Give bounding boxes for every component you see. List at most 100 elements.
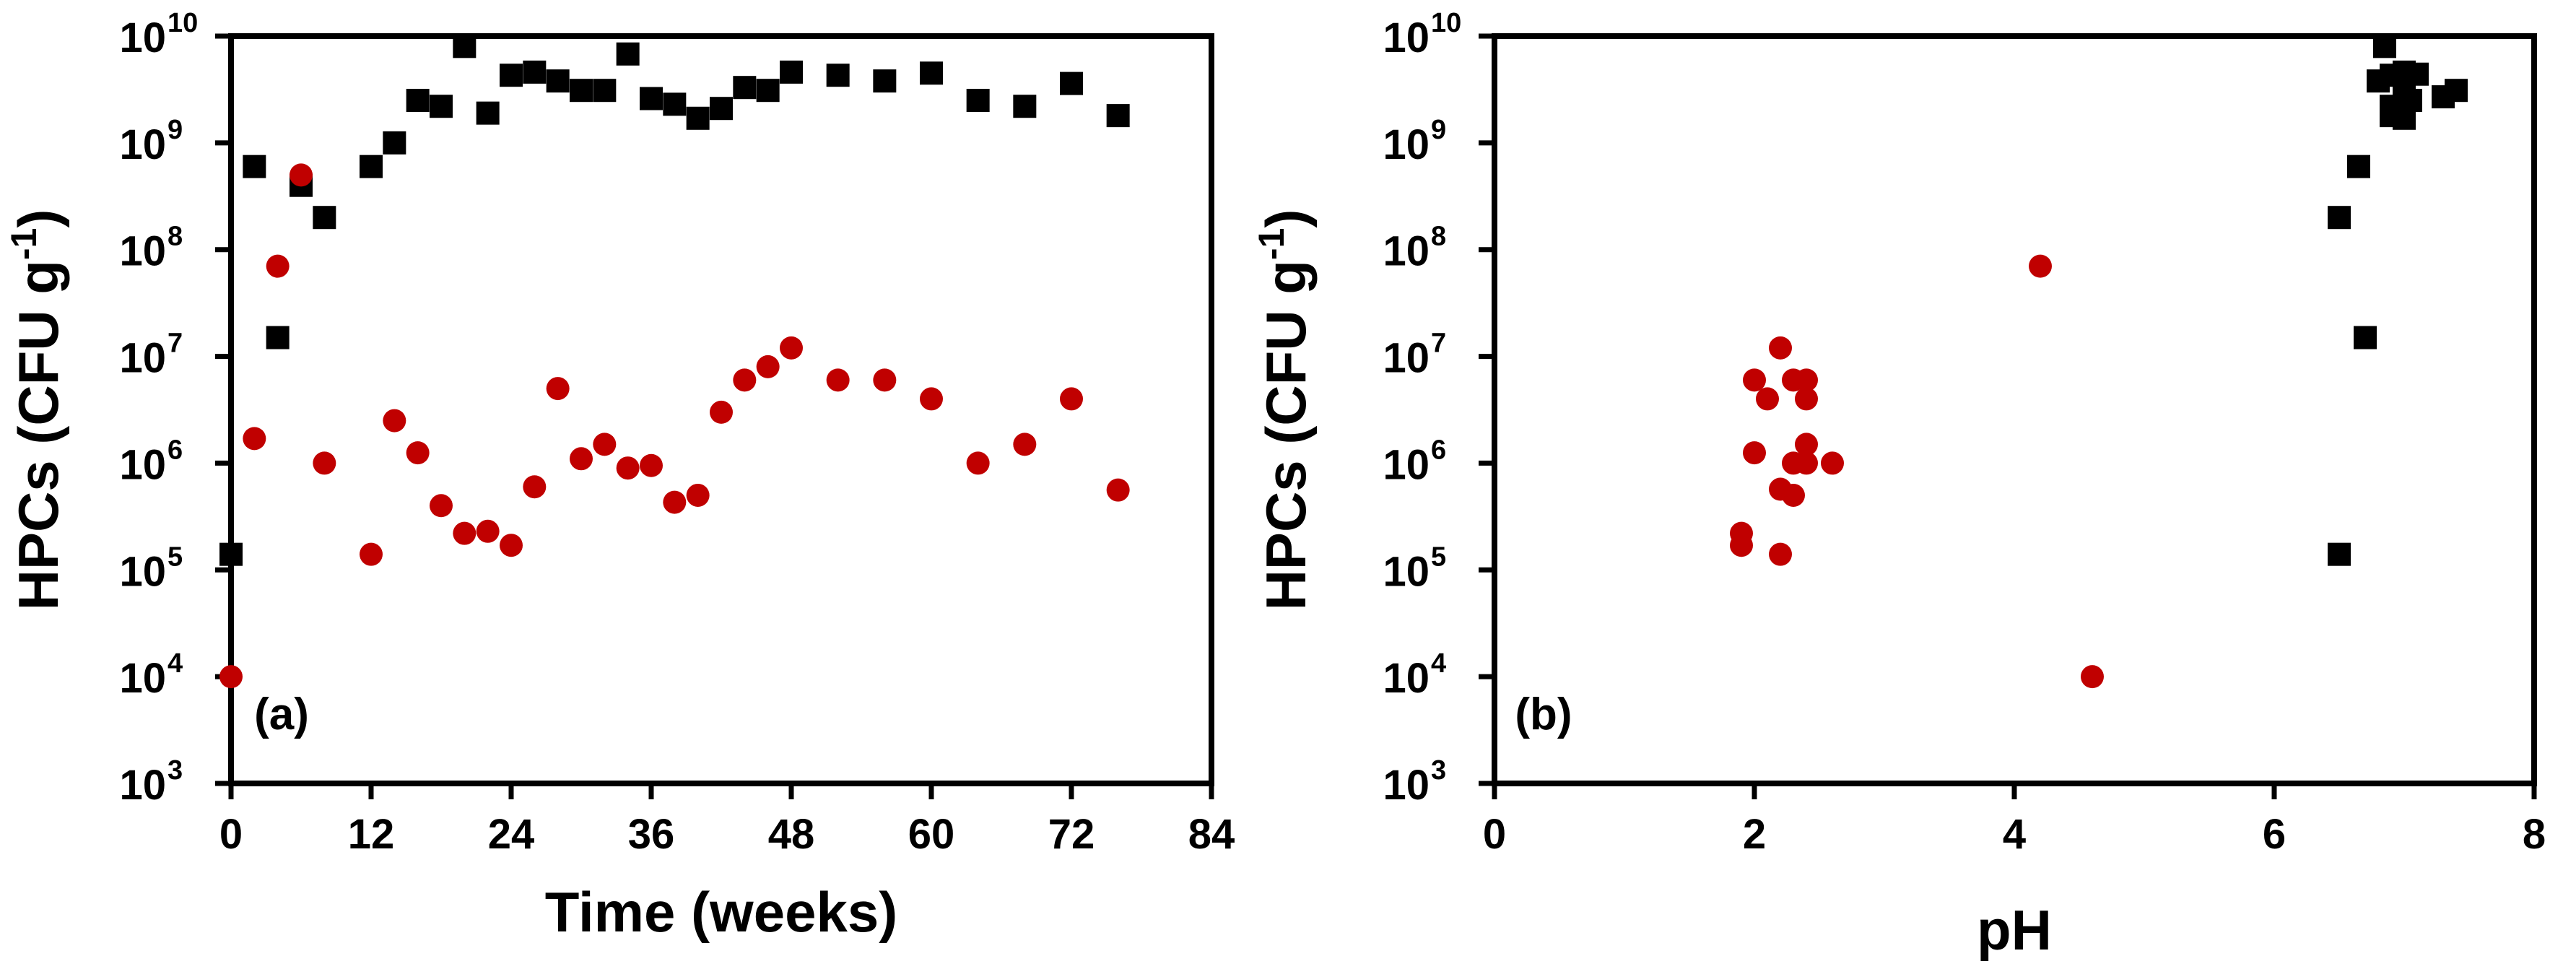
y-tick-base: 10 xyxy=(1383,14,1430,61)
data-point-square xyxy=(2328,542,2351,566)
data-point-square xyxy=(430,95,453,118)
data-point-square xyxy=(2328,206,2351,230)
data-point-circle xyxy=(780,336,803,360)
data-point-circle xyxy=(1060,387,1083,411)
data-point-square xyxy=(383,131,406,155)
data-point-circle xyxy=(1743,441,1766,465)
y-axis-label-main: HPCs (CFU g xyxy=(6,260,70,610)
y-tick-base: 10 xyxy=(119,14,166,61)
y-tick-label: 10 xyxy=(1383,121,1430,168)
square-series xyxy=(219,35,1130,566)
y-tick-base: 10 xyxy=(119,121,166,168)
data-point-circle xyxy=(243,427,266,451)
y-tick-exponent: 8 xyxy=(167,222,183,252)
data-point-circle xyxy=(476,519,500,543)
y-tick-exponent: 5 xyxy=(1431,542,1446,572)
y-tick-label: 10 xyxy=(1383,762,1430,809)
x-tick-label: 24 xyxy=(488,811,535,858)
data-point-circle xyxy=(360,542,383,566)
panel-label: (a) xyxy=(254,690,309,739)
data-point-square xyxy=(920,61,943,85)
y-tick-exponent: 9 xyxy=(167,115,183,145)
x-tick-label: 2 xyxy=(1743,811,1766,858)
x-tick-label: 12 xyxy=(348,811,395,858)
data-point-square xyxy=(406,89,430,113)
y-tick-label: 10 xyxy=(119,228,166,275)
y-tick-exponent: 3 xyxy=(1431,755,1446,786)
x-tick-label: 84 xyxy=(1188,811,1235,858)
y-tick-label: 10 xyxy=(1383,14,1430,61)
y-tick-base: 10 xyxy=(1383,655,1430,702)
data-point-circle xyxy=(1769,336,1792,360)
data-point-circle xyxy=(1106,478,1130,502)
y-tick-base: 10 xyxy=(1383,762,1430,809)
data-point-square xyxy=(2380,95,2403,118)
data-point-square xyxy=(756,79,780,103)
y-tick-base: 10 xyxy=(119,228,166,275)
data-point-square xyxy=(733,76,757,100)
y-tick-base: 10 xyxy=(119,655,166,702)
x-tick-label: 0 xyxy=(219,811,243,858)
data-point-circle xyxy=(826,368,850,392)
data-point-square xyxy=(1060,71,1083,95)
data-point-square xyxy=(616,42,640,66)
y-tick-base: 10 xyxy=(1383,228,1430,275)
data-point-circle xyxy=(1743,368,1766,392)
data-point-circle xyxy=(686,483,710,507)
data-point-square xyxy=(500,64,523,87)
y-tick-base: 10 xyxy=(1383,548,1430,595)
y-tick-label: 10 xyxy=(1383,655,1430,702)
data-point-square xyxy=(453,35,477,58)
data-point-circle xyxy=(290,163,313,187)
y-tick-base: 10 xyxy=(1383,441,1430,488)
y-tick-label: 10 xyxy=(1383,335,1430,382)
y-tick-exponent: 4 xyxy=(1431,648,1446,679)
data-point-square xyxy=(2347,155,2370,178)
y-tick-exponent: 9 xyxy=(1431,115,1446,145)
x-axis-label: Time (weeks) xyxy=(545,880,897,944)
data-point-circle xyxy=(616,456,640,480)
data-point-circle xyxy=(1013,433,1037,456)
data-point-square xyxy=(1013,95,1037,118)
x-tick-label: 0 xyxy=(1483,811,1506,858)
y-axis-label-main: HPCs (CFU g xyxy=(1254,260,1318,610)
y-tick-exponent: 10 xyxy=(167,8,198,38)
y-tick-base: 10 xyxy=(119,548,166,595)
x-tick-label: 4 xyxy=(2003,811,2026,858)
data-point-square xyxy=(219,542,243,566)
y-tick-exponent: 6 xyxy=(167,435,183,465)
x-tick-label: 36 xyxy=(628,811,675,858)
data-point-square xyxy=(360,155,383,178)
circle-series xyxy=(1730,254,2104,689)
y-tick-label: 10 xyxy=(119,121,166,168)
y-tick-base: 10 xyxy=(1383,335,1430,382)
data-point-square xyxy=(710,97,733,121)
y-tick-base: 10 xyxy=(1383,121,1430,168)
plot-frame xyxy=(1492,33,2537,786)
data-point-circle xyxy=(523,475,547,499)
data-point-circle xyxy=(966,451,990,475)
data-point-circle xyxy=(500,534,523,557)
circle-series xyxy=(219,163,1130,689)
data-point-circle xyxy=(920,387,943,411)
y-tick-exponent: 7 xyxy=(167,329,183,359)
data-point-circle xyxy=(1795,433,1818,456)
y-axis-label: HPCs (CFU g-1) xyxy=(1251,209,1318,611)
x-tick-label: 60 xyxy=(908,811,955,858)
y-axis-label: HPCs (CFU g-1) xyxy=(4,209,70,611)
data-point-square xyxy=(313,206,336,230)
y-axis-label-exponent: -1 xyxy=(1251,228,1292,260)
data-point-circle xyxy=(219,665,243,689)
data-point-square xyxy=(593,79,617,103)
y-tick-label: 10 xyxy=(119,762,166,809)
data-point-circle xyxy=(266,254,290,278)
data-point-square xyxy=(2373,35,2396,58)
data-point-square xyxy=(266,326,290,349)
y-tick-label: 10 xyxy=(119,655,166,702)
data-point-square xyxy=(243,155,266,178)
y-tick-base: 10 xyxy=(119,441,166,488)
data-point-circle xyxy=(453,521,477,545)
data-point-circle xyxy=(383,409,406,433)
